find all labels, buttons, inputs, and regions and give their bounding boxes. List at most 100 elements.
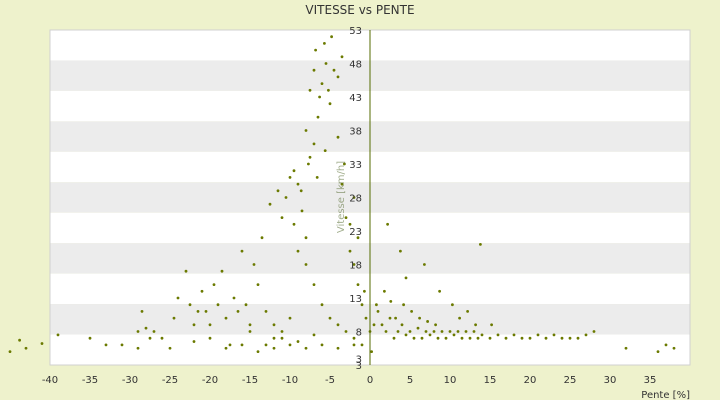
- y-tick-label: 33: [349, 160, 362, 171]
- data-point: [352, 343, 356, 347]
- data-point: [327, 88, 330, 92]
- data-point: [216, 303, 220, 307]
- data-point: [144, 326, 148, 330]
- data-point: [304, 346, 308, 350]
- data-point: [410, 310, 413, 313]
- data-point: [140, 310, 144, 313]
- data-point: [240, 249, 244, 253]
- data-point: [312, 333, 316, 337]
- data-point: [340, 55, 344, 59]
- y-tick-label: 3: [356, 361, 362, 372]
- data-point: [399, 249, 402, 253]
- data-point: [224, 346, 228, 350]
- data-point: [388, 316, 392, 320]
- data-point: [152, 330, 156, 333]
- data-point: [320, 303, 324, 307]
- data-point: [456, 330, 460, 333]
- data-point: [300, 209, 304, 213]
- data-point: [474, 323, 477, 327]
- data-point: [384, 330, 388, 333]
- data-point: [584, 333, 588, 337]
- data-point: [344, 216, 348, 220]
- data-point: [256, 350, 260, 353]
- y-tick-label: 23: [349, 227, 362, 238]
- data-point: [323, 42, 326, 45]
- data-point: [394, 316, 397, 320]
- y-tick-label: 18: [349, 261, 362, 272]
- data-point: [314, 48, 317, 52]
- y-tick-label: 38: [349, 127, 362, 138]
- y-tick-label: 3: [356, 354, 362, 365]
- data-point: [224, 316, 228, 320]
- data-point: [240, 343, 244, 347]
- data-point: [136, 346, 140, 350]
- data-point: [386, 222, 389, 226]
- data-point: [452, 333, 456, 337]
- data-point: [299, 189, 303, 193]
- data-point: [356, 283, 360, 286]
- data-point: [416, 326, 420, 330]
- data-point: [440, 330, 444, 333]
- x-tick-label: -35: [82, 375, 98, 386]
- x-tick-label: 35: [644, 375, 657, 386]
- data-point: [624, 346, 628, 350]
- data-point: [520, 336, 524, 340]
- data-point: [160, 336, 164, 340]
- data-point: [312, 283, 316, 286]
- x-tick-label: 25: [564, 375, 577, 386]
- x-tick-label: -30: [122, 375, 138, 386]
- data-point: [308, 155, 312, 159]
- data-point: [168, 346, 172, 350]
- y-tick-label: 43: [349, 93, 362, 104]
- data-point: [402, 303, 405, 307]
- data-point: [184, 269, 188, 273]
- y-tick-label: 48: [349, 60, 362, 71]
- data-point: [424, 330, 428, 333]
- data-point: [490, 323, 493, 327]
- data-point: [272, 323, 276, 327]
- data-point: [292, 222, 296, 226]
- data-point: [320, 343, 324, 347]
- data-point: [496, 333, 500, 337]
- data-point: [383, 289, 386, 293]
- data-point: [8, 350, 12, 353]
- data-point: [204, 310, 208, 313]
- data-point: [260, 236, 264, 240]
- data-point: [412, 336, 416, 340]
- data-point: [479, 243, 482, 246]
- data-point: [188, 303, 192, 307]
- x-tick-label: -20: [202, 375, 218, 386]
- data-point: [296, 340, 300, 343]
- y-tick-label: 28: [349, 194, 362, 205]
- data-point: [280, 216, 284, 220]
- data-point: [476, 336, 480, 340]
- data-point: [220, 269, 224, 273]
- data-point: [212, 283, 216, 286]
- data-point: [400, 323, 404, 327]
- data-point: [592, 330, 596, 333]
- data-point: [352, 263, 356, 266]
- data-point: [192, 323, 196, 327]
- y-axis-label: Vitesse [km/h]: [336, 161, 347, 233]
- data-point: [464, 330, 468, 333]
- data-point: [56, 333, 60, 337]
- data-point: [656, 350, 660, 353]
- y-tick-label: 13: [349, 294, 362, 305]
- data-point: [296, 249, 300, 253]
- data-point: [330, 35, 333, 39]
- data-point: [468, 336, 472, 340]
- data-point: [344, 330, 348, 333]
- x-tick-label: 20: [524, 375, 537, 386]
- data-point: [208, 336, 212, 340]
- data-point: [348, 222, 352, 226]
- data-point: [232, 296, 236, 300]
- data-point: [328, 316, 332, 320]
- data-point: [284, 196, 288, 199]
- data-point: [318, 95, 321, 99]
- data-point: [196, 310, 200, 313]
- y-tick-label: 53: [349, 26, 362, 37]
- data-point: [40, 342, 44, 345]
- data-point: [448, 330, 452, 333]
- data-point: [307, 162, 310, 166]
